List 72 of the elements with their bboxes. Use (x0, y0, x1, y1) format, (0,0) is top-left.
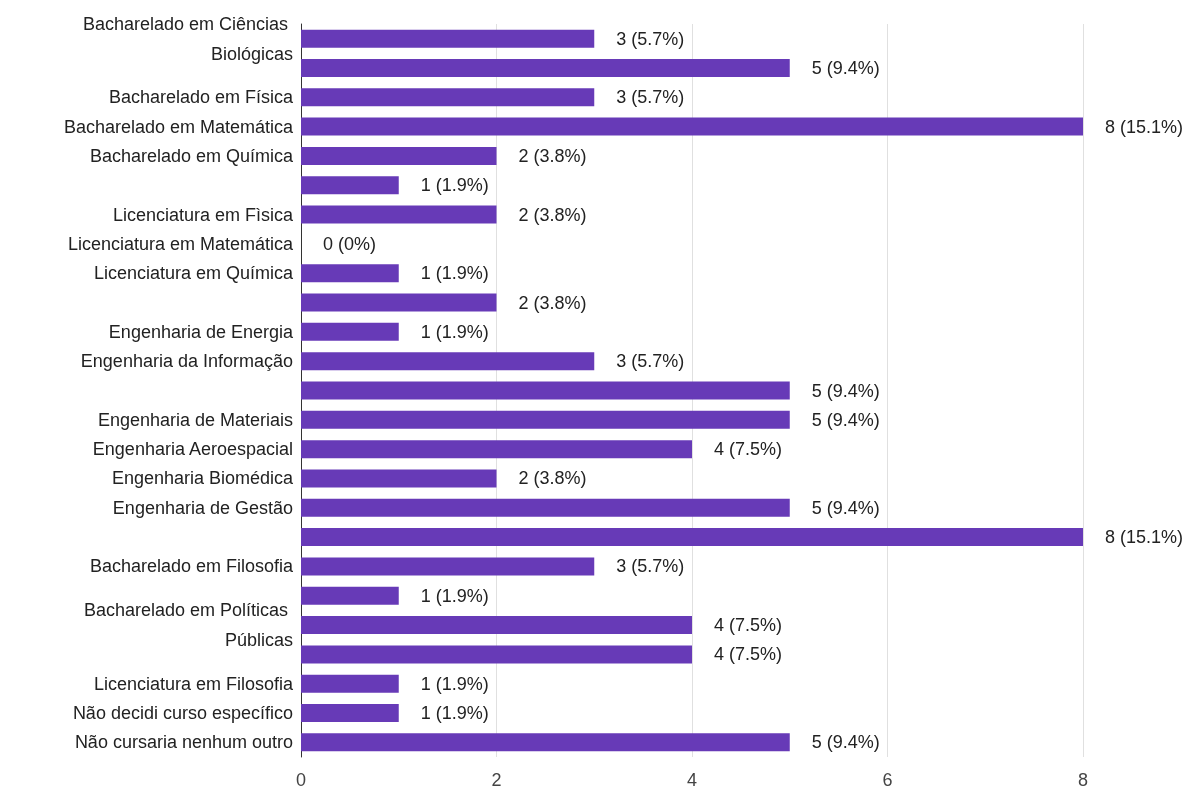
y-tick-label: Bacharelado em Matemática (63, 116, 294, 137)
data-label: 3 (5.7%) (616, 28, 685, 49)
y-tick-label: Engenharia de Gestão (112, 497, 293, 518)
bar (301, 205, 497, 224)
bar (301, 176, 399, 195)
data-label: 4 (7.5%) (714, 644, 783, 665)
bar (301, 528, 1083, 547)
y-tick-label: Não cursaria nenhum outro (74, 732, 293, 753)
y-tick-label: Bacharelado em Políticas Públicas (83, 600, 293, 651)
y-tick-label: Engenharia de Materiais (97, 409, 293, 430)
y-tick-label: Bacharelado em Química (89, 145, 294, 166)
y-tick-label: Licenciatura em Filosofia (93, 673, 294, 694)
data-label: 3 (5.7%) (616, 556, 685, 577)
bar (301, 322, 399, 341)
y-tick-label: Bacharelado em Ciências Biológicas (82, 13, 293, 64)
data-label: 2 (3.8%) (518, 468, 587, 489)
bar (301, 469, 497, 488)
x-tick-label: 6 (882, 770, 893, 790)
y-tick-label: Bacharelado em Filosofia (89, 556, 294, 577)
data-label: 1 (1.9%) (420, 673, 489, 694)
bar (301, 645, 692, 664)
y-tick-label: Engenharia da Informação (80, 351, 293, 372)
x-tick-label: 0 (295, 770, 307, 790)
bar (301, 88, 595, 107)
y-tick-label: Engenharia de Energia (108, 321, 294, 342)
y-tick-label: Licenciatura em Química (93, 263, 294, 284)
data-label: 5 (9.4%) (811, 380, 880, 401)
data-label: 2 (3.8%) (518, 145, 587, 166)
bar (301, 58, 790, 77)
bar (301, 29, 595, 48)
data-label: 1 (1.9%) (420, 585, 489, 606)
data-label: 1 (1.9%) (420, 703, 489, 724)
bar (301, 410, 790, 429)
data-label: 8 (15.1%) (1105, 116, 1184, 137)
data-label: 4 (7.5%) (714, 439, 783, 460)
data-label: 2 (3.8%) (518, 292, 587, 313)
bar (301, 381, 790, 400)
y-tick-label: Licenciatura em Fìsica (112, 204, 294, 225)
bar (301, 440, 692, 459)
data-label: 4 (7.5%) (714, 615, 783, 636)
bar (301, 674, 399, 693)
bar (301, 146, 497, 165)
data-label: 5 (9.4%) (811, 732, 880, 753)
bar (301, 704, 399, 723)
y-tick-label: Não decidi curso específico (72, 703, 293, 724)
x-tick-label: 8 (1077, 770, 1089, 790)
data-label: 1 (1.9%) (420, 321, 489, 342)
data-label: 1 (1.9%) (420, 263, 489, 284)
y-tick-label: Bacharelado em Física (108, 87, 294, 108)
data-label: 1 (1.9%) (420, 175, 489, 196)
data-label: 5 (9.4%) (811, 409, 880, 430)
bar (301, 586, 399, 605)
data-label: 0 (0%) (323, 233, 377, 254)
data-label: 8 (15.1%) (1105, 527, 1184, 548)
bar (301, 117, 1083, 136)
data-label: 3 (5.7%) (616, 351, 685, 372)
y-tick-label: Engenharia Aeroespacial (92, 439, 293, 460)
data-label: 2 (3.8%) (518, 204, 587, 225)
y-tick-label: Licenciatura em Matemática (67, 233, 294, 254)
x-tick-label: 2 (491, 770, 502, 790)
bar (301, 733, 790, 752)
bar (301, 293, 497, 312)
data-label: 5 (9.4%) (811, 57, 880, 78)
data-label: 3 (5.7%) (616, 87, 685, 108)
bar (301, 557, 595, 576)
bar (301, 616, 692, 635)
bar (301, 498, 790, 517)
data-label: 5 (9.4%) (811, 497, 880, 518)
y-tick-label: Engenharia Biomédica (111, 468, 294, 489)
bar (301, 264, 399, 283)
bar (301, 352, 595, 371)
x-tick-label: 4 (686, 770, 698, 790)
